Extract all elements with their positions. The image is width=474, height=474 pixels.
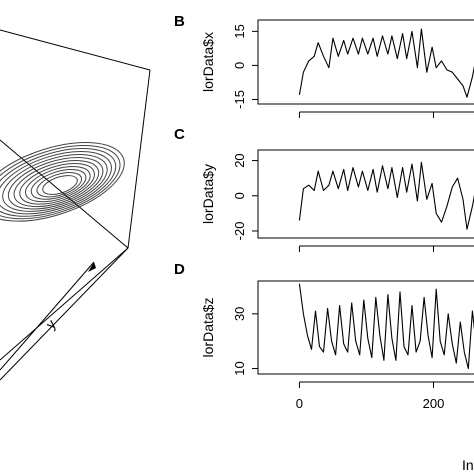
cube-edge-top [0, 29, 151, 71]
series-line [298, 28, 474, 98]
y-axis-label: lorData$y [200, 164, 216, 224]
attractor-ring [36, 172, 83, 198]
attractor-curve [0, 142, 125, 222]
attractor-ring [2, 154, 108, 212]
cube-edge-lower [0, 247, 129, 361]
cube-edge-front-right [0, 247, 129, 381]
series-line [298, 161, 474, 230]
attractor-ring [30, 169, 87, 200]
attractor-ring [25, 166, 91, 203]
plot-frame [257, 19, 474, 105]
panel-a-y-axis-label: y [42, 316, 59, 332]
panel-a-3d-plot: y [0, 29, 151, 381]
attractor-ring [0, 151, 112, 215]
cube-edge-right [127, 69, 151, 249]
panel-letter: D [174, 261, 185, 278]
plot-frame [257, 280, 474, 375]
y-tick-label: 20 [232, 153, 247, 167]
y-tick-label: 0 [232, 192, 247, 199]
attractor-ring [0, 142, 125, 222]
y-axis-arrow [0, 261, 96, 371]
y-tick-label: 10 [232, 361, 247, 375]
panel-letter: C [174, 126, 185, 143]
attractor-ring [7, 157, 104, 210]
attractor-ring [0, 148, 117, 217]
series-line [298, 283, 474, 370]
attractor-ring [19, 163, 95, 205]
y-tick-label: 0 [232, 62, 247, 69]
x-tick-label: 200 [423, 396, 445, 411]
panel-letter: B [174, 13, 185, 30]
y-axis-label: lorData$x [200, 32, 216, 92]
y-axis-label: lorData$z [200, 298, 216, 358]
attractor-ring [13, 160, 100, 208]
y-tick-label: -20 [232, 222, 247, 241]
attractor-ring [0, 145, 121, 220]
plot-frame [257, 149, 474, 239]
y-tick-label: -15 [232, 90, 247, 109]
x-axis-label-partial: In [462, 457, 474, 473]
y-tick-label: 30 [232, 307, 247, 321]
attractor-ring [42, 175, 78, 195]
x-tick-label: 0 [296, 396, 303, 411]
y-tick-label: 15 [232, 24, 247, 38]
